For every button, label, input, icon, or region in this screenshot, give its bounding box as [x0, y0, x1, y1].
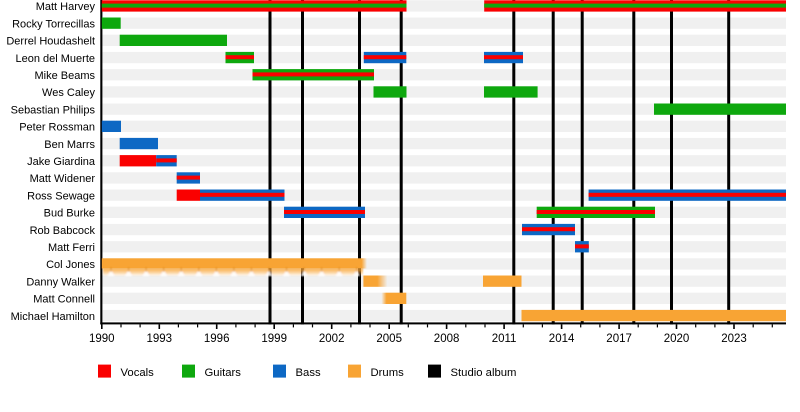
- svg-text:1990: 1990: [89, 333, 115, 345]
- svg-text:2017: 2017: [606, 333, 632, 345]
- svg-text:2020: 2020: [664, 333, 690, 345]
- svg-text:Mike Beams: Mike Beams: [34, 70, 95, 82]
- svg-text:Bass: Bass: [296, 367, 321, 379]
- svg-text:Wes Caley: Wes Caley: [42, 87, 95, 99]
- svg-text:1996: 1996: [204, 333, 230, 345]
- svg-text:Col Jones: Col Jones: [46, 259, 95, 271]
- svg-text:Vocals: Vocals: [121, 367, 155, 379]
- svg-text:Rob Babcock: Rob Babcock: [30, 225, 96, 237]
- svg-text:Matt Connell: Matt Connell: [33, 294, 95, 306]
- svg-text:2014: 2014: [549, 333, 575, 345]
- svg-text:Matt Harvey: Matt Harvey: [36, 1, 96, 13]
- svg-text:Jake Giardina: Jake Giardina: [27, 156, 96, 168]
- svg-text:Guitars: Guitars: [205, 367, 242, 379]
- svg-text:Matt Ferri: Matt Ferri: [48, 242, 95, 254]
- svg-text:2023: 2023: [721, 333, 747, 345]
- svg-text:Bud Burke: Bud Burke: [44, 208, 95, 220]
- svg-text:Leon del Muerte: Leon del Muerte: [16, 53, 96, 65]
- svg-text:Derrel Houdashelt: Derrel Houdashelt: [6, 36, 95, 48]
- svg-text:1993: 1993: [147, 333, 173, 345]
- svg-text:Matt Widener: Matt Widener: [30, 173, 96, 185]
- svg-text:Sebastian Philips: Sebastian Philips: [11, 104, 96, 116]
- svg-text:2005: 2005: [376, 333, 402, 345]
- svg-text:2002: 2002: [319, 333, 345, 345]
- svg-text:Studio album: Studio album: [451, 367, 517, 379]
- svg-text:Danny Walker: Danny Walker: [26, 276, 95, 288]
- svg-text:1999: 1999: [261, 333, 287, 345]
- svg-text:Rocky Torrecillas: Rocky Torrecillas: [12, 18, 95, 30]
- svg-text:Peter Rossman: Peter Rossman: [19, 122, 95, 134]
- svg-text:Ben Marrs: Ben Marrs: [44, 139, 95, 151]
- svg-text:Ross Sewage: Ross Sewage: [27, 190, 95, 202]
- svg-text:Drums: Drums: [371, 367, 405, 379]
- svg-text:Michael Hamilton: Michael Hamilton: [11, 311, 95, 323]
- svg-text:2008: 2008: [434, 333, 460, 345]
- svg-text:2011: 2011: [492, 333, 517, 345]
